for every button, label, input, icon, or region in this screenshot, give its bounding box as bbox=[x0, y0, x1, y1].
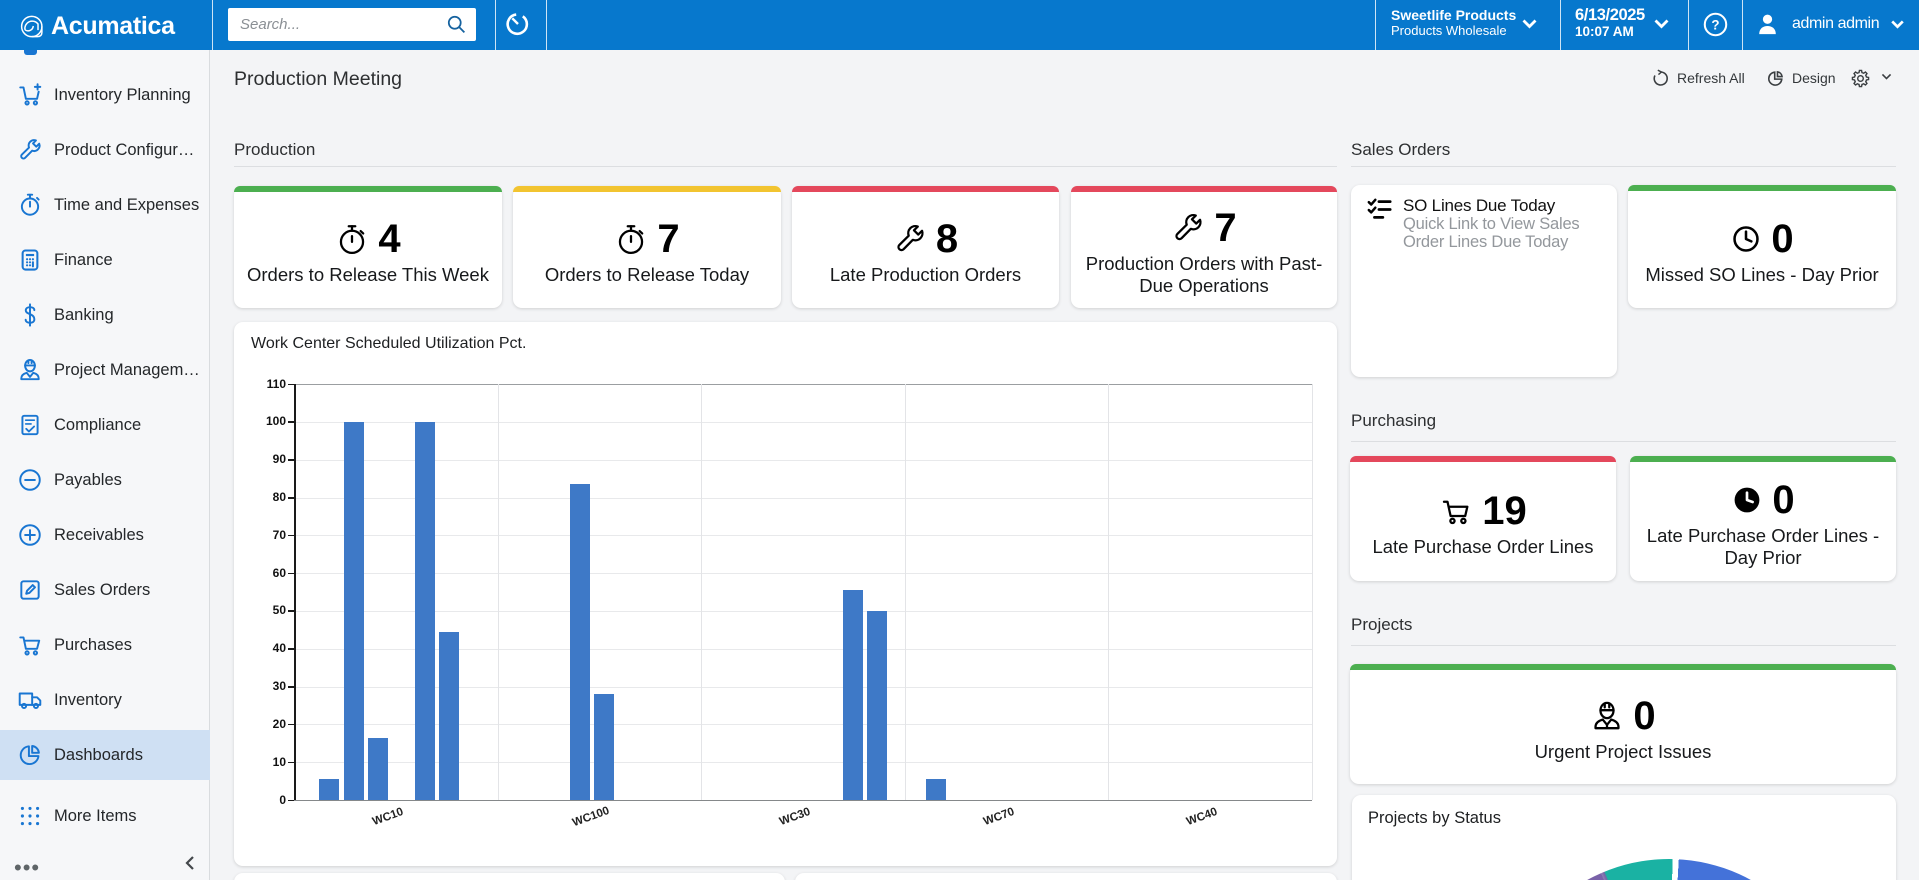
svg-text:?: ? bbox=[1711, 17, 1719, 32]
